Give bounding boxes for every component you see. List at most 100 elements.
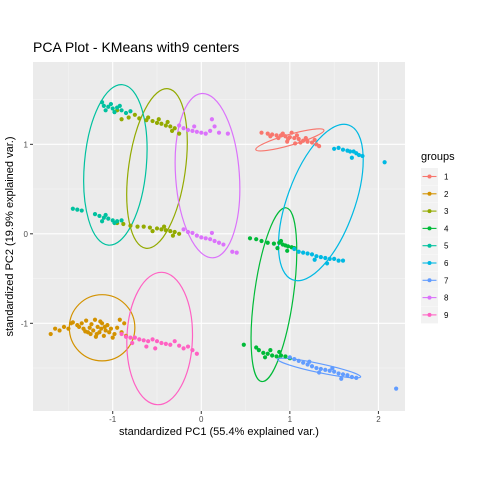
- data-point-group-4: [265, 240, 270, 245]
- data-point-group-2: [98, 319, 103, 324]
- legend-key-point: [427, 278, 432, 283]
- legend-label-group-1: 1: [444, 173, 449, 182]
- data-point-group-8: [221, 242, 226, 247]
- data-point-group-9: [185, 344, 191, 349]
- data-point-group-6: [309, 252, 315, 257]
- data-point-group-3: [159, 121, 164, 126]
- grid-lines: [33, 62, 405, 411]
- data-point-group-1: [293, 141, 298, 146]
- data-point-group-9: [119, 331, 124, 337]
- data-point-group-1: [296, 136, 301, 142]
- data-point-group-4: [241, 342, 246, 347]
- data-point-group-9: [194, 351, 199, 356]
- legend-label-group-5: 5: [444, 242, 449, 251]
- y-axis-title: standardized PC2 (19.9% explained var.): [4, 137, 16, 337]
- data-point-group-6: [347, 149, 353, 154]
- data-point-group-9: [154, 339, 160, 344]
- cluster-ellipse-group-4: [250, 207, 298, 383]
- data-point-group-2: [117, 317, 122, 322]
- data-point-group-2: [88, 331, 93, 337]
- data-point-group-2: [76, 324, 82, 329]
- legend-label-group-2: 2: [444, 190, 449, 199]
- data-point-group-3: [172, 126, 177, 131]
- data-point-group-1: [303, 135, 308, 141]
- data-point-group-2: [93, 334, 98, 339]
- data-point-group-7: [307, 359, 312, 364]
- data-point-group-3: [154, 226, 160, 231]
- data-points: [48, 100, 399, 391]
- data-point-group-5: [70, 206, 75, 211]
- data-point-group-8: [209, 230, 215, 236]
- data-point-group-5: [106, 216, 111, 221]
- data-point-group-6: [292, 246, 297, 252]
- data-point-group-2: [92, 317, 98, 322]
- data-point-group-1: [265, 131, 270, 136]
- data-point-group-6: [336, 258, 341, 263]
- data-point-group-7: [394, 386, 399, 391]
- data-point-group-6: [360, 153, 365, 159]
- legend-label-group-9: 9: [444, 311, 449, 320]
- data-point-group-4: [261, 350, 266, 355]
- data-point-group-3: [141, 224, 146, 229]
- data-point-group-9: [172, 339, 177, 344]
- data-point-group-8: [177, 123, 182, 128]
- data-point-group-5: [119, 218, 124, 223]
- data-point-group-3: [119, 117, 124, 122]
- data-point-group-1: [276, 135, 281, 141]
- data-point-group-1: [259, 130, 264, 135]
- data-point-group-7: [318, 366, 323, 372]
- cluster-ellipse-group-8: [174, 92, 241, 259]
- data-point-group-2: [107, 330, 112, 335]
- data-point-group-7: [349, 374, 354, 380]
- data-point-group-5: [99, 100, 105, 105]
- data-point-group-4: [277, 349, 282, 355]
- data-point-group-9: [141, 338, 146, 343]
- data-point-group-6: [340, 147, 346, 152]
- data-point-group-4: [265, 351, 270, 356]
- data-point-group-4: [254, 237, 259, 242]
- data-point-group-8: [212, 238, 217, 244]
- data-point-group-1: [294, 133, 300, 138]
- data-point-group-2: [48, 331, 53, 337]
- data-point-group-9: [132, 335, 137, 340]
- data-point-group-8: [230, 249, 235, 254]
- legend-key-point: [427, 174, 432, 179]
- data-point-group-3: [168, 229, 173, 234]
- data-point-group-5: [117, 103, 122, 108]
- data-point-group-5: [119, 108, 124, 113]
- data-point-group-2: [108, 326, 114, 331]
- data-point-group-3: [177, 231, 182, 236]
- data-point-group-3: [135, 224, 140, 229]
- data-point-group-9: [144, 344, 149, 349]
- data-point-group-6: [301, 250, 306, 255]
- data-point-group-8: [203, 236, 208, 241]
- data-point-group-2: [79, 321, 84, 326]
- cluster-ellipse-group-1: [255, 128, 325, 152]
- data-point-group-1: [305, 139, 310, 144]
- data-point-group-9: [159, 340, 164, 346]
- data-point-group-3: [128, 223, 133, 228]
- data-point-group-7: [316, 370, 322, 375]
- data-point-group-6: [327, 256, 332, 261]
- data-point-group-5: [79, 208, 84, 213]
- data-point-group-4: [247, 236, 253, 241]
- data-point-group-6: [305, 251, 310, 256]
- data-point-group-1: [298, 140, 303, 145]
- data-point-group-6: [332, 256, 337, 261]
- data-point-group-7: [354, 375, 359, 380]
- data-point-group-9: [150, 337, 155, 342]
- data-point-group-2: [101, 333, 106, 338]
- data-point-group-2: [70, 320, 75, 325]
- data-point-group-6: [324, 261, 330, 266]
- data-point-group-6: [296, 249, 301, 254]
- data-point-group-9: [190, 348, 195, 353]
- data-point-group-3: [147, 225, 153, 230]
- cluster-ellipse-group-6: [277, 123, 364, 282]
- data-point-group-4: [274, 354, 279, 359]
- data-point-group-8: [208, 128, 213, 134]
- data-point-group-5: [128, 109, 133, 114]
- data-point-group-8: [216, 240, 222, 245]
- data-point-group-8: [209, 117, 215, 122]
- data-point-group-1: [268, 134, 273, 139]
- data-point-group-7: [292, 356, 297, 362]
